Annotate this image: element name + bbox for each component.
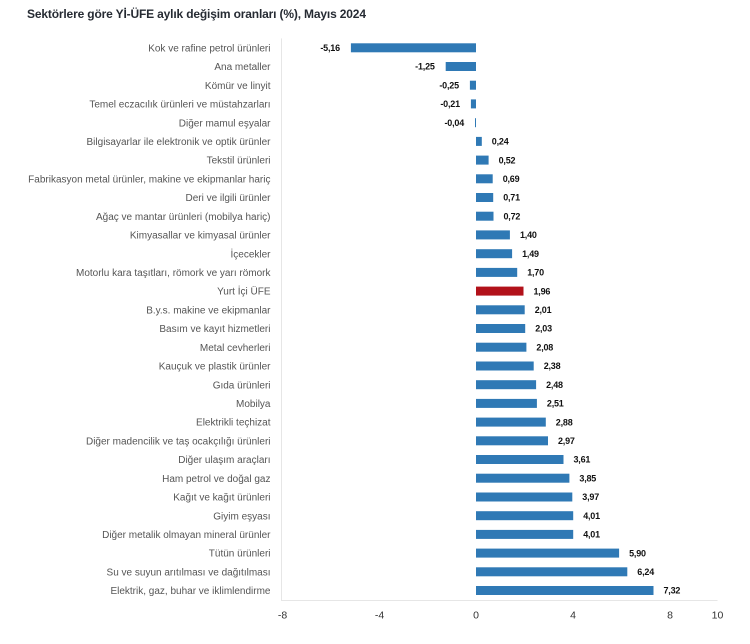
svg-text:Yurt İçi ÜFE: Yurt İçi ÜFE — [217, 285, 271, 298]
svg-text:Metal cevherleri: Metal cevherleri — [200, 343, 271, 354]
svg-text:-0,25: -0,25 — [439, 80, 459, 90]
svg-text:Su ve suyun arıtılması ve dağı: Su ve suyun arıtılması ve dağıtılması — [107, 567, 271, 578]
svg-text:Deri ve ilgili ürünler: Deri ve ilgili ürünler — [185, 193, 271, 204]
svg-text:0,52: 0,52 — [499, 155, 516, 165]
svg-text:Ağaç ve mantar ürünleri (mobil: Ağaç ve mantar ürünleri (mobilya hariç) — [96, 212, 271, 223]
svg-text:-4: -4 — [375, 610, 384, 622]
svg-text:Giyim eşyası: Giyim eşyası — [213, 511, 270, 522]
svg-text:0,71: 0,71 — [503, 193, 520, 203]
svg-text:0,24: 0,24 — [492, 137, 509, 147]
svg-text:Diğer ulaşım araçları: Diğer ulaşım araçları — [178, 455, 270, 466]
svg-text:2,08: 2,08 — [536, 342, 553, 352]
svg-text:İçecekler: İçecekler — [230, 247, 271, 260]
svg-text:Ana metaller: Ana metaller — [214, 62, 271, 73]
svg-text:Bilgisayarlar ile elektronik v: Bilgisayarlar ile elektronik ve optik ür… — [87, 137, 272, 148]
svg-text:10: 10 — [712, 610, 724, 622]
svg-text:Elektrik, gaz, buhar ve ikliml: Elektrik, gaz, buhar ve iklimlendirme — [110, 586, 270, 597]
svg-text:Kauçuk ve plastik ürünler: Kauçuk ve plastik ürünler — [159, 362, 271, 373]
svg-text:7,32: 7,32 — [664, 586, 681, 596]
svg-text:4,01: 4,01 — [583, 530, 600, 540]
svg-text:3,61: 3,61 — [574, 455, 591, 465]
svg-text:Sektörlere göre Yİ-ÜFE aylık d: Sektörlere göre Yİ-ÜFE aylık değişim ora… — [27, 6, 366, 21]
svg-text:0,69: 0,69 — [503, 174, 520, 184]
svg-text:Diğer metalik olmayan mineral: Diğer metalik olmayan mineral ürünler — [102, 530, 271, 541]
svg-text:1,96: 1,96 — [534, 286, 551, 296]
svg-text:2,38: 2,38 — [544, 361, 561, 371]
svg-text:Kimyasallar ve kimyasal ürünle: Kimyasallar ve kimyasal ürünler — [130, 231, 271, 242]
svg-text:Elektrikli teçhizat: Elektrikli teçhizat — [196, 418, 271, 429]
svg-text:2,48: 2,48 — [546, 380, 563, 390]
svg-text:4: 4 — [570, 610, 576, 622]
svg-text:Kömür ve linyit: Kömür ve linyit — [205, 81, 271, 92]
svg-text:2,88: 2,88 — [556, 417, 573, 427]
svg-text:Mobilya: Mobilya — [236, 399, 271, 410]
svg-text:Temel eczacılık ürünleri ve mü: Temel eczacılık ürünleri ve müstahzarlar… — [89, 100, 270, 111]
svg-text:Diğer mamul eşyalar: Diğer mamul eşyalar — [179, 118, 271, 129]
svg-text:8: 8 — [667, 610, 673, 622]
svg-text:Diğer madencilik ve taş ocakçı: Diğer madencilik ve taş ocakçılığı ürünl… — [86, 436, 271, 447]
svg-text:Basım ve kayıt hizmetleri: Basım ve kayıt hizmetleri — [159, 324, 270, 335]
svg-text:3,97: 3,97 — [582, 492, 599, 502]
svg-text:-1,25: -1,25 — [415, 62, 435, 72]
svg-text:4,01: 4,01 — [583, 511, 600, 521]
svg-text:-0,21: -0,21 — [440, 99, 460, 109]
svg-text:2,03: 2,03 — [535, 324, 552, 334]
svg-text:1,49: 1,49 — [522, 249, 539, 259]
svg-text:Tütün ürünleri: Tütün ürünleri — [209, 549, 271, 560]
svg-text:Fabrikasyon metal ürünler, mak: Fabrikasyon metal ürünler, makine ve eki… — [28, 174, 270, 185]
svg-text:Ham petrol ve doğal gaz: Ham petrol ve doğal gaz — [162, 474, 270, 485]
svg-text:2,51: 2,51 — [547, 399, 564, 409]
svg-text:B.y.s. makine ve ekipmanlar: B.y.s. makine ve ekipmanlar — [146, 305, 271, 316]
svg-text:Gıda ürünleri: Gıda ürünleri — [213, 380, 271, 391]
svg-text:0: 0 — [473, 610, 479, 622]
svg-text:Tekstil ürünleri: Tekstil ürünleri — [207, 156, 271, 167]
svg-text:Kağıt ve kağıt ürünleri: Kağıt ve kağıt ürünleri — [173, 493, 270, 504]
svg-text:1,70: 1,70 — [527, 268, 544, 278]
svg-text:0,72: 0,72 — [504, 211, 521, 221]
svg-text:2,01: 2,01 — [535, 305, 552, 315]
svg-text:2,97: 2,97 — [558, 436, 575, 446]
svg-text:1,40: 1,40 — [520, 230, 537, 240]
svg-text:-5,16: -5,16 — [320, 43, 340, 53]
svg-text:-8: -8 — [278, 610, 287, 622]
svg-text:6,24: 6,24 — [637, 567, 654, 577]
svg-text:3,85: 3,85 — [579, 473, 596, 483]
svg-text:Motorlu kara taşıtları, römork: Motorlu kara taşıtları, römork ve yarı r… — [76, 268, 271, 279]
svg-text:Kok ve rafine petrol ürünleri: Kok ve rafine petrol ürünleri — [148, 43, 270, 54]
svg-text:5,90: 5,90 — [629, 548, 646, 558]
svg-text:-0,04: -0,04 — [444, 118, 464, 128]
